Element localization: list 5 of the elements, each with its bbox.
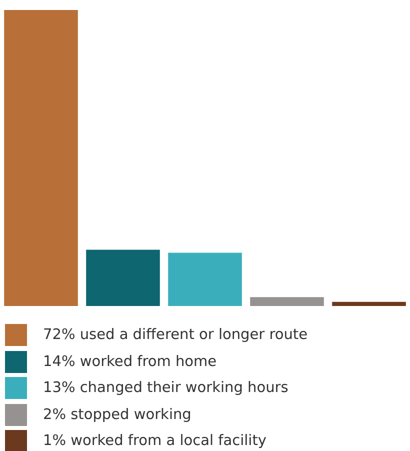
legend-label: 14% worked from home [43, 354, 217, 370]
legend-label: 2% stopped working [43, 406, 192, 423]
legend-label: 13% changed their working hours [43, 380, 288, 396]
legend-label: 72% used a different or longer route [43, 327, 308, 344]
legend-label: 1% worked from a local facility [43, 433, 266, 450]
